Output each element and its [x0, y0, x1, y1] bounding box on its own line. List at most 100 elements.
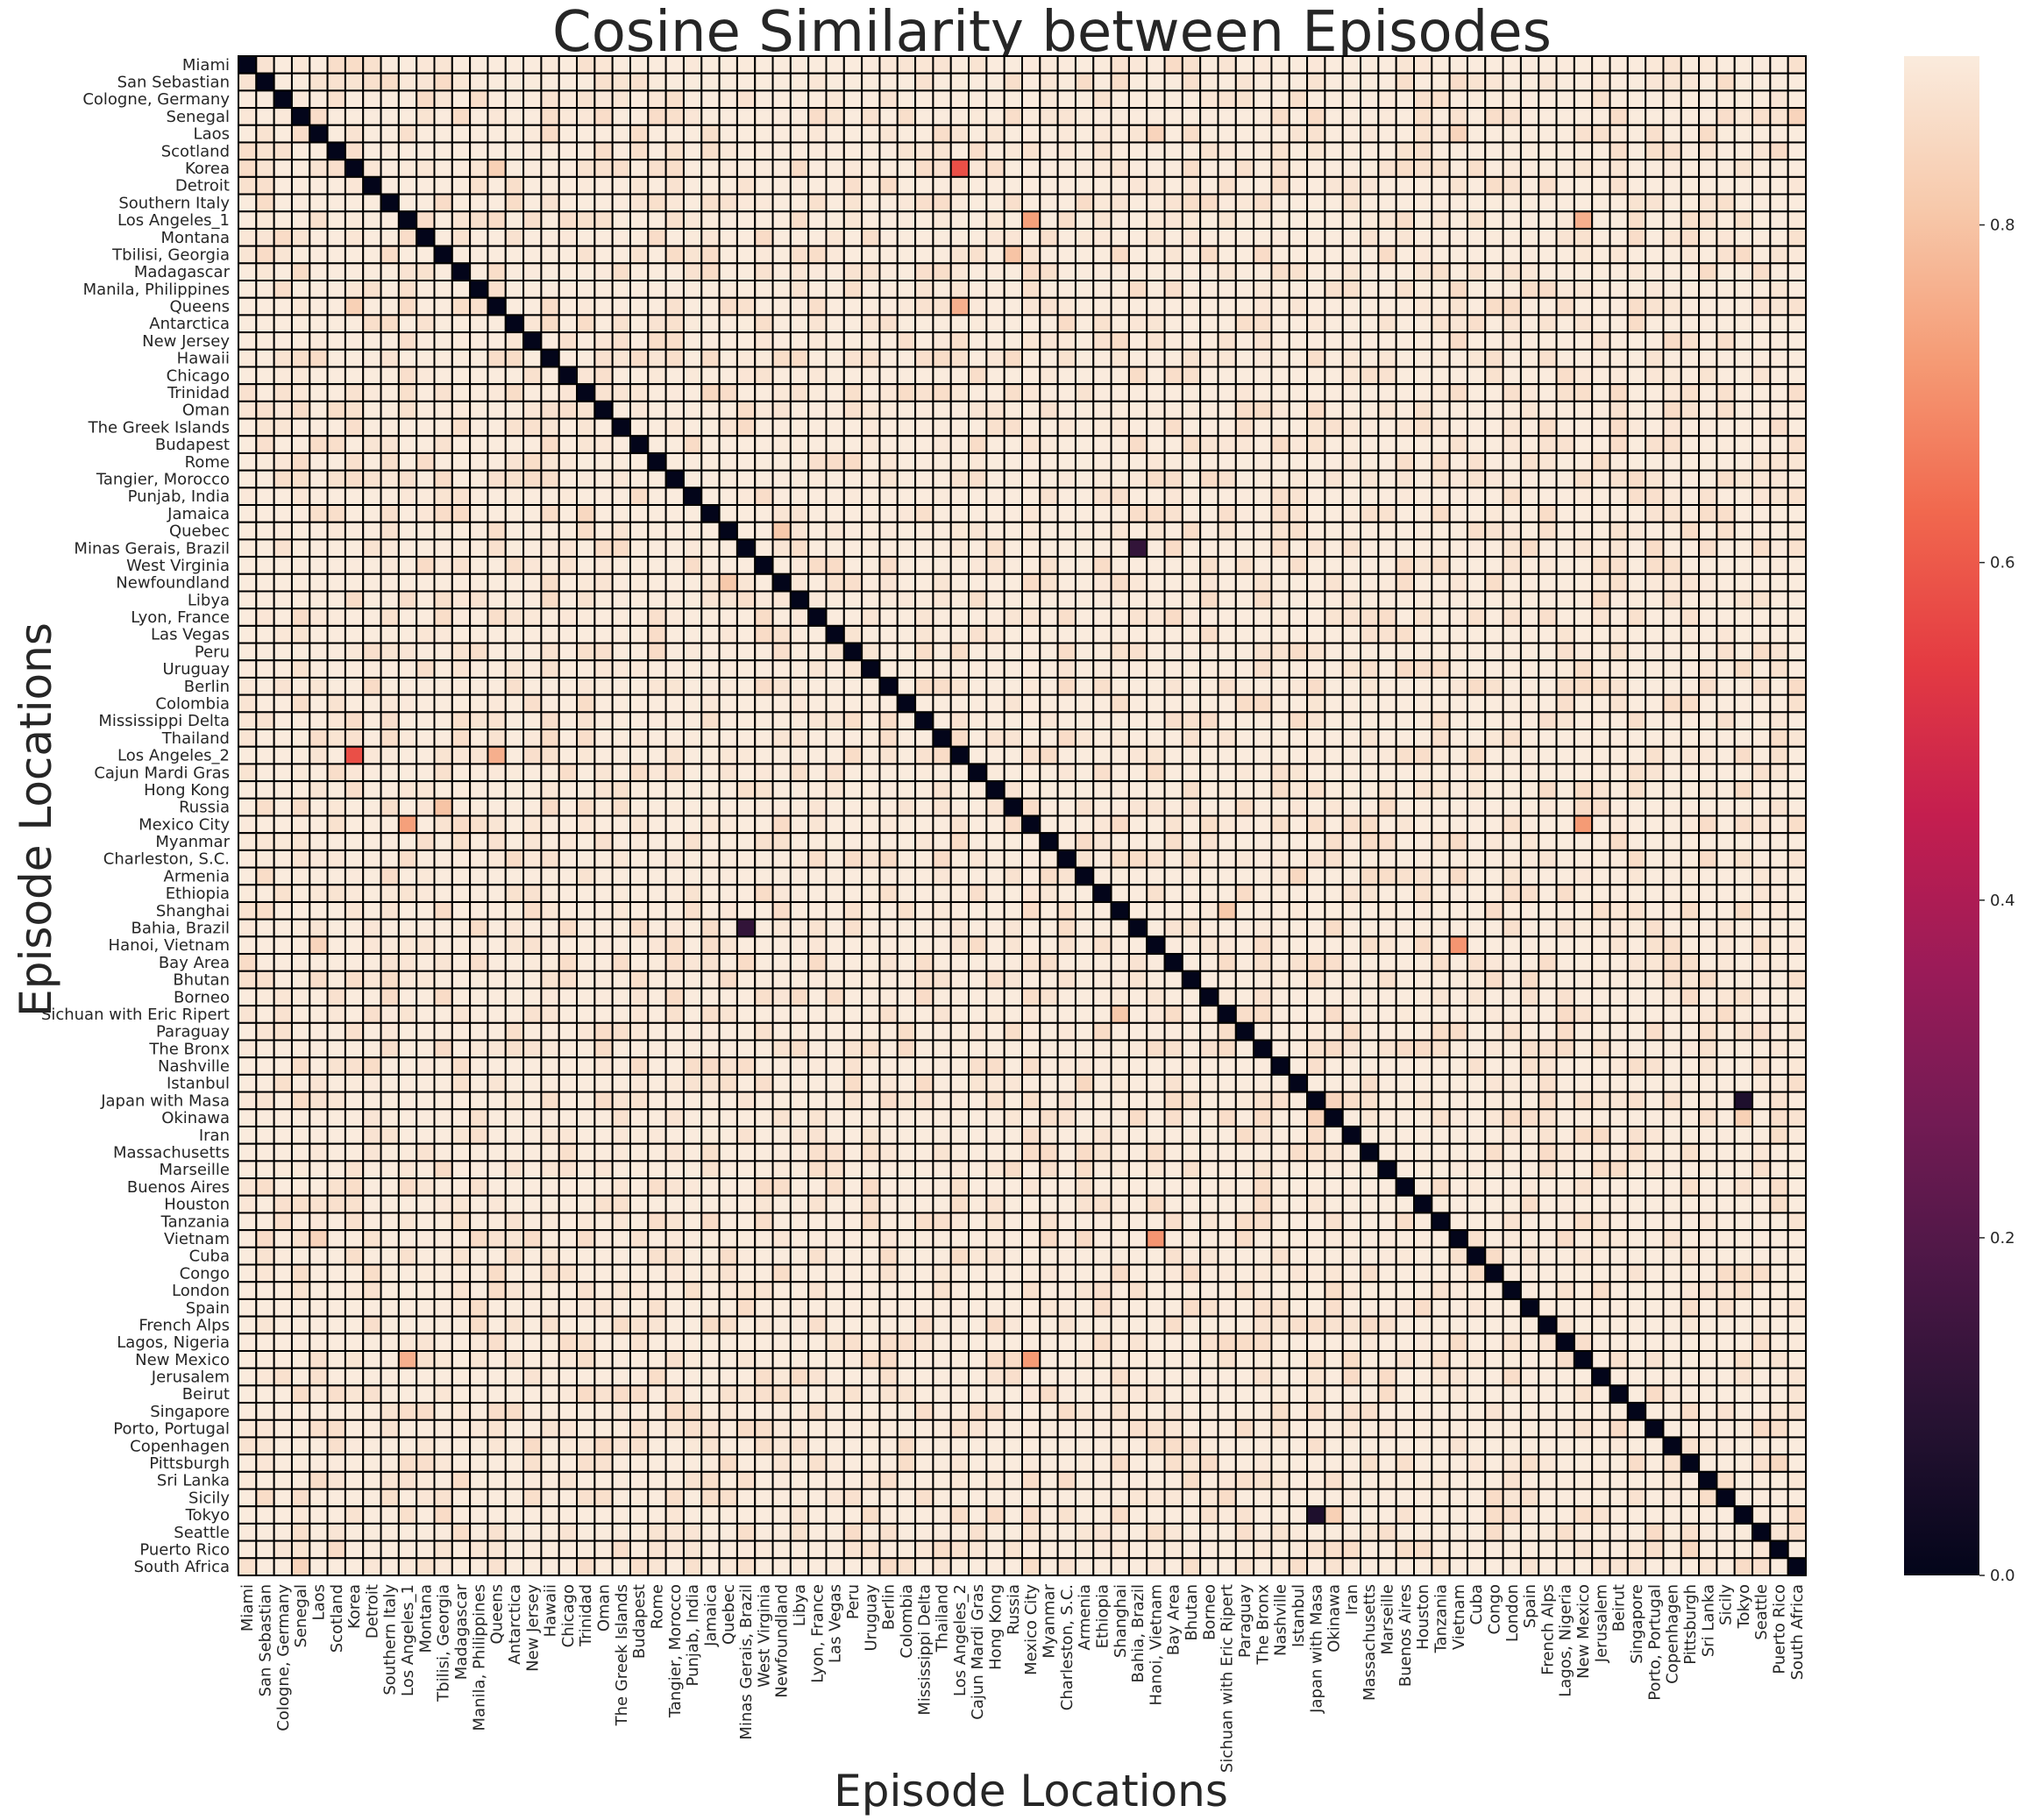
- heatmap-cell: [1662, 556, 1682, 575]
- heatmap-cell: [718, 1021, 738, 1042]
- heatmap-cell: [682, 417, 703, 437]
- heatmap-cell: [611, 849, 631, 869]
- heatmap-cell: [647, 435, 667, 454]
- heatmap-cell: [789, 814, 810, 835]
- heatmap-cell: [1003, 487, 1024, 507]
- heatmap-cell: [1341, 642, 1362, 662]
- heatmap-cell: [290, 262, 311, 282]
- heatmap-cell: [1181, 1005, 1202, 1024]
- heatmap-cell: [985, 849, 1005, 869]
- heatmap-cell: [1787, 900, 1808, 921]
- heatmap-cell: [1752, 556, 1772, 575]
- heatmap-cell: [949, 659, 970, 679]
- heatmap-cell: [344, 659, 365, 679]
- heatmap-cell: [416, 935, 436, 956]
- heatmap-cell: [1360, 159, 1380, 178]
- heatmap-cell: [558, 469, 579, 489]
- heatmap-cell: [1733, 538, 1754, 558]
- heatmap-cell: [1324, 417, 1344, 437]
- heatmap-cell: [1555, 521, 1575, 541]
- heatmap-cell: [1431, 884, 1451, 903]
- heatmap-cell: [1626, 642, 1647, 662]
- heatmap-cell: [735, 572, 757, 593]
- heatmap-cell: [968, 1005, 988, 1024]
- heatmap-cell: [362, 987, 382, 1007]
- heatmap-cell: [1146, 210, 1166, 230]
- heatmap-cell: [1021, 659, 1041, 679]
- heatmap-cell: [932, 124, 952, 144]
- heatmap-cell: [451, 262, 472, 282]
- heatmap-cell: [771, 849, 792, 869]
- heatmap-cell: [1003, 280, 1024, 299]
- heatmap-cell: [914, 504, 934, 523]
- heatmap-cell: [1448, 711, 1468, 731]
- heatmap-cell: [576, 624, 596, 644]
- heatmap-cell: [611, 435, 631, 454]
- heatmap-cell: [1234, 693, 1255, 714]
- heatmap-cell: [344, 227, 365, 247]
- heatmap-cell: [1787, 89, 1808, 110]
- heatmap-cell: [1163, 642, 1183, 662]
- heatmap-cell: [735, 1021, 757, 1042]
- heatmap-cell: [754, 918, 774, 938]
- heatmap-cell: [789, 624, 810, 644]
- heatmap-cell: [1181, 314, 1202, 334]
- heatmap-cell: [522, 866, 543, 886]
- heatmap-cell: [1662, 55, 1682, 75]
- heatmap-cell: [771, 296, 792, 316]
- heatmap-cell: [1110, 693, 1130, 714]
- heatmap-cell: [1555, 900, 1575, 921]
- heatmap-cell: [1110, 124, 1130, 144]
- heatmap-cell: [1163, 469, 1183, 489]
- heatmap-cell: [416, 624, 436, 644]
- heatmap-cell: [985, 953, 1005, 972]
- heatmap-cell: [451, 1021, 472, 1042]
- heatmap-cell: [1377, 676, 1397, 696]
- heatmap-cell: [1039, 107, 1059, 126]
- heatmap-cell: [576, 487, 596, 507]
- heatmap-cell: [861, 469, 881, 489]
- heatmap-cell: [1270, 693, 1290, 714]
- heatmap-cell: [1270, 210, 1290, 230]
- heatmap-cell: [362, 280, 382, 299]
- heatmap-cell: [273, 780, 293, 800]
- heatmap-cell: [1110, 918, 1130, 938]
- heatmap-cell: [487, 866, 507, 886]
- heatmap-cell: [985, 417, 1005, 437]
- heatmap-cell: [932, 953, 952, 972]
- heatmap-cell: [825, 55, 845, 75]
- heatmap-cell: [861, 556, 881, 575]
- heatmap-cell: [611, 124, 631, 144]
- heatmap-cell: [1110, 435, 1130, 454]
- heatmap-cell: [985, 141, 1005, 161]
- heatmap-cell: [1591, 780, 1611, 800]
- heatmap-cell: [754, 400, 774, 420]
- heatmap-cell: [558, 1021, 579, 1042]
- heatmap-cell: [576, 590, 596, 610]
- heatmap-cell: [380, 745, 400, 765]
- heatmap-cell: [789, 659, 810, 679]
- heatmap-cell: [611, 676, 631, 696]
- heatmap-cell: [754, 884, 774, 903]
- heatmap-cell: [968, 245, 988, 265]
- heatmap-cell: [1056, 814, 1077, 835]
- heatmap-cell: [1234, 538, 1255, 558]
- heatmap-cell: [290, 900, 311, 921]
- heatmap-cell: [1395, 210, 1416, 230]
- heatmap-cell: [896, 280, 917, 299]
- heatmap-cell: [540, 884, 560, 903]
- heatmap-cell: [1698, 935, 1718, 956]
- heatmap-cell: [700, 435, 721, 454]
- heatmap-cell: [540, 659, 560, 679]
- heatmap-cell: [1199, 1021, 1219, 1042]
- heatmap-cell: [861, 417, 881, 437]
- heatmap-cell: [1752, 435, 1772, 454]
- heatmap-cell: [1003, 866, 1024, 886]
- heatmap-cell: [1324, 676, 1344, 696]
- heatmap-cell: [309, 227, 329, 247]
- heatmap-cell: [1733, 348, 1754, 368]
- heatmap-cell: [344, 417, 365, 437]
- heatmap-cell: [326, 314, 346, 334]
- heatmap-cell: [1591, 745, 1611, 765]
- heatmap-cell: [273, 608, 293, 627]
